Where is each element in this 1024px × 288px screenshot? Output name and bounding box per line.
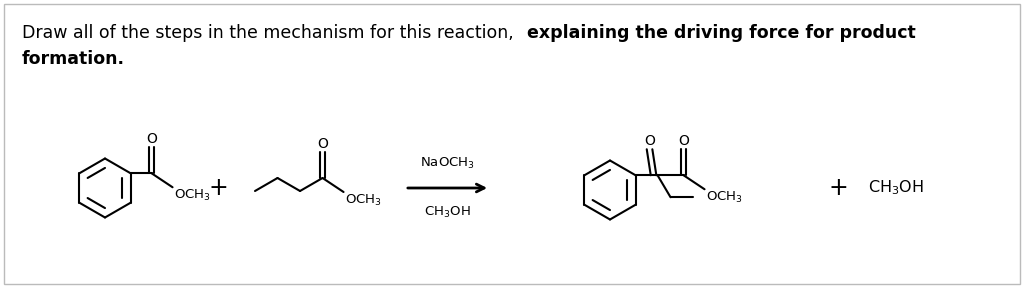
Text: NaOCH$_3$: NaOCH$_3$ — [420, 156, 475, 171]
Text: explaining the driving force for product: explaining the driving force for product — [527, 24, 915, 42]
Text: +: + — [828, 176, 848, 200]
Text: OCH$_3$: OCH$_3$ — [173, 188, 211, 203]
Text: O: O — [678, 134, 689, 148]
Text: OCH$_3$: OCH$_3$ — [344, 193, 382, 208]
Text: formation.: formation. — [22, 50, 125, 68]
Text: CH$_3$OH: CH$_3$OH — [424, 205, 471, 220]
Text: OCH$_3$: OCH$_3$ — [706, 190, 742, 205]
Text: Draw all of the steps in the mechanism for this reaction,: Draw all of the steps in the mechanism f… — [22, 24, 519, 42]
Text: O: O — [644, 134, 655, 148]
Text: +: + — [208, 176, 228, 200]
Text: CH$_3$OH: CH$_3$OH — [868, 179, 924, 197]
Text: O: O — [317, 137, 328, 151]
Text: O: O — [146, 132, 157, 146]
